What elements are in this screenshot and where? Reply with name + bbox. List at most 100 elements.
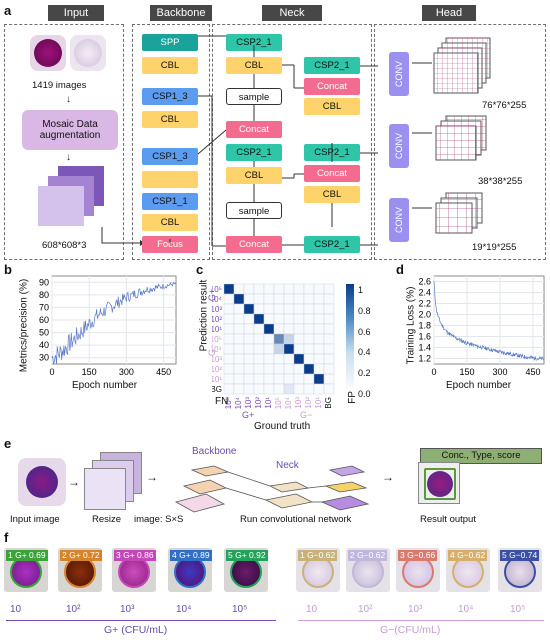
c-heat-cell	[233, 293, 245, 305]
backbone-cbl-3: CBL	[142, 214, 198, 231]
c-row-label: 10⁵	[212, 335, 222, 344]
c-heat-cell	[293, 353, 305, 365]
c-col-label: 10³	[294, 397, 303, 409]
neck-concat-2: Concat	[226, 236, 282, 253]
c-heat-cell	[283, 283, 295, 295]
e-result-box: Conc., Type, score	[420, 448, 542, 464]
c-colorbar-ticks: 1 0.8 0.6 0.4 0.2 0.0	[358, 285, 371, 399]
c-heat-cell	[293, 303, 305, 315]
c-heat-cell	[223, 313, 235, 325]
c-heat-cell	[293, 333, 305, 345]
c-row-label: 10⁵	[212, 285, 222, 294]
c-heat-cell	[323, 293, 335, 305]
c-fn: FN	[215, 396, 229, 407]
input-size: 608*608*3	[42, 240, 87, 251]
c-row-label: 10²	[212, 315, 222, 324]
f-gn-dish	[452, 556, 484, 588]
mosaic-box: Mosaic Data augmentation	[22, 110, 118, 150]
c-heat-cell	[283, 313, 295, 325]
panel-label-e: e	[4, 436, 12, 451]
c-heat-cell	[253, 293, 265, 305]
c-heat-cell	[293, 283, 305, 295]
f-gn-tile: 4 G−0.62	[446, 548, 490, 592]
c-heat-cell	[283, 373, 295, 385]
f-gn-badge: 3 G−0.66	[398, 550, 438, 561]
c-heat-cell	[303, 323, 315, 335]
header-head: Head	[422, 5, 476, 21]
c-heat-cell	[233, 363, 245, 375]
f-conc-gn-4: 10⁴	[458, 604, 474, 615]
neck-right-concat-1: Concat	[304, 78, 360, 95]
c-heat-cell	[263, 313, 275, 325]
arrow-right-icon: →	[146, 470, 158, 484]
d-series-line	[433, 280, 545, 361]
f-gp-badge: 4 G+ 0.89	[170, 550, 212, 561]
head-size-2: 38*38*255	[478, 176, 523, 187]
f-gp-dish	[230, 556, 262, 588]
backbone-spp: SPP	[142, 34, 198, 51]
c-heat-cell	[263, 363, 275, 375]
c-heat-cell	[243, 293, 255, 305]
c-heat-cell	[273, 343, 285, 355]
header-input: Input	[48, 5, 104, 21]
f-conc-gn-3: 10³	[408, 604, 423, 615]
c-heat-cell	[313, 313, 325, 325]
c-heat-cell	[313, 333, 325, 345]
backbone-cbl-extra	[142, 171, 198, 188]
c-heat-cell	[223, 293, 235, 305]
f-gp-tile: 2 G+ 0.72	[58, 548, 102, 592]
c-row-label: 10³	[212, 355, 222, 364]
c-heat-cell	[313, 373, 325, 385]
c-row-label: 10¹	[212, 375, 222, 384]
c-row-label: 10⁴	[212, 345, 223, 354]
c-heat-cell	[283, 363, 295, 375]
arrow-right-icon: →	[68, 475, 80, 489]
e-resize-front	[84, 468, 126, 510]
c-heat-cell	[323, 323, 335, 335]
c-heat-cell	[243, 353, 255, 365]
d-ytick: 1.6	[418, 332, 431, 342]
f-gp-axis-line	[6, 620, 276, 621]
e-result-label: Result output	[420, 514, 476, 525]
c-heat-cell	[253, 353, 265, 365]
c-fp: FP	[346, 391, 358, 404]
b-xtick: 150	[82, 367, 97, 377]
input-region	[4, 24, 124, 260]
f-gn-tile: 5 G−0.74	[498, 548, 542, 592]
input-count: 1419 images	[32, 80, 87, 91]
d-xlabel: Epoch number	[446, 380, 512, 391]
arrow-right-icon: →	[382, 470, 394, 484]
c-heat-cell	[243, 283, 255, 295]
c-heat-cell	[293, 373, 305, 385]
c-heat-cell	[323, 283, 335, 295]
d-ytick: 2.2	[418, 299, 431, 309]
c-heat-cell	[223, 333, 235, 345]
c-heat-cell	[263, 353, 275, 365]
d-xtick: 150	[459, 367, 474, 377]
d-ytick: 1.2	[418, 354, 431, 364]
panel-label-d: d	[396, 262, 404, 277]
c-heat-cell	[223, 323, 235, 335]
f-conc-gp-3: 10³	[120, 604, 135, 615]
c-heat-cell	[263, 333, 275, 345]
c-heat-cell	[273, 293, 285, 305]
c-heat-cell	[233, 343, 245, 355]
f-gp-tile: 5 G+ 0.92	[224, 548, 268, 592]
c-heat-cell	[283, 323, 295, 335]
d-xtick: 300	[492, 367, 507, 377]
c-heat-cell	[263, 283, 275, 295]
neck-concat-1: Concat	[226, 121, 282, 138]
f-gn-badge: 1 G−0.62	[298, 550, 338, 561]
head-size-1: 76*76*255	[482, 100, 527, 111]
f-gn-dish	[504, 556, 536, 588]
d-ytick: 2.4	[418, 288, 431, 298]
neck-sample-2: sample	[226, 202, 282, 219]
head-size-3: 19*19*255	[472, 242, 517, 253]
c-heat-cell	[263, 343, 275, 355]
c-heat-cell	[253, 333, 265, 345]
backbone-region	[132, 24, 210, 260]
b-ytick: 50	[39, 328, 49, 338]
c-heat-cell	[223, 353, 235, 365]
b-ytick: 40	[39, 340, 49, 350]
panel-label-c: c	[196, 262, 204, 277]
